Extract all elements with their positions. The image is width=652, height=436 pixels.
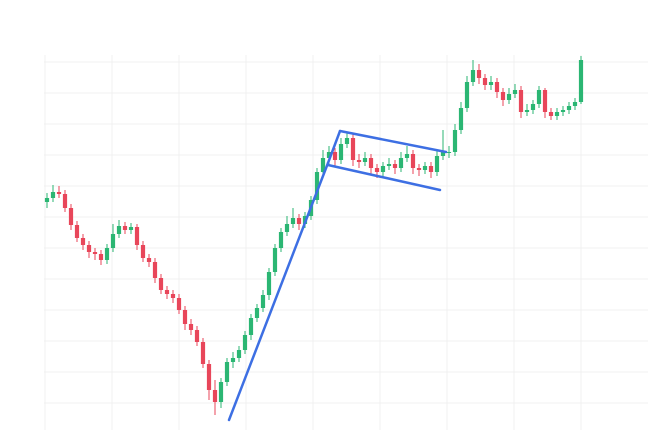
candle-body: [512, 90, 518, 94]
candle-body: [236, 350, 242, 358]
candle-body: [170, 294, 176, 298]
candle-body: [482, 78, 488, 85]
candle-body: [98, 254, 104, 260]
candle-body: [518, 90, 524, 112]
candles: [44, 56, 584, 415]
candle-body: [92, 252, 98, 254]
flag-lower-line: [326, 163, 442, 192]
candle-body: [296, 218, 302, 224]
candle-body: [80, 238, 86, 245]
candle-body: [350, 138, 356, 160]
candle-body: [278, 232, 284, 248]
candle-body: [248, 318, 254, 335]
candle-body: [578, 60, 584, 102]
candle-body: [140, 245, 146, 258]
candle-body: [434, 156, 440, 172]
candle-body: [536, 90, 542, 104]
candle-body: [542, 90, 548, 112]
candle-body: [110, 234, 116, 248]
flag-connector: [326, 129, 342, 165]
candle-body: [470, 70, 476, 82]
candle-body: [104, 248, 110, 260]
candle-body: [428, 166, 434, 172]
candle-body: [206, 364, 212, 390]
candle-body: [164, 290, 170, 294]
candle-body: [332, 152, 338, 160]
candle-body: [392, 164, 398, 168]
candle-body: [50, 192, 56, 198]
candle-body: [74, 225, 80, 238]
candle-body: [368, 158, 374, 168]
candle-body: [398, 158, 404, 168]
candle-body: [200, 342, 206, 364]
candle-body: [344, 138, 350, 144]
candle-body: [134, 227, 140, 245]
candle-body: [560, 110, 566, 112]
candle-body: [122, 226, 128, 230]
candle-body: [416, 168, 422, 170]
candle-body: [182, 310, 188, 324]
candle-body: [554, 112, 560, 116]
candle-body: [500, 92, 506, 100]
candle-body: [128, 227, 134, 230]
candle-body: [188, 324, 194, 330]
candle-body: [524, 110, 530, 112]
candle-body: [230, 358, 236, 362]
candle-body: [314, 172, 320, 200]
candle-body: [380, 166, 386, 172]
candle-body: [572, 102, 578, 106]
candle-body: [506, 94, 512, 100]
candle-body: [404, 154, 410, 158]
candle-body: [362, 158, 368, 162]
candle-body: [338, 144, 344, 160]
candle-body: [464, 82, 470, 108]
candle-body: [116, 226, 122, 234]
candle-body: [290, 218, 296, 224]
candle-body: [530, 104, 536, 110]
candle-body: [410, 154, 416, 168]
candle-body: [176, 298, 182, 310]
candle-body: [158, 278, 164, 290]
candle-body: [446, 152, 452, 153]
candle-body: [86, 245, 92, 252]
candle-body: [224, 362, 230, 382]
candle-body: [62, 194, 68, 208]
grid: [44, 55, 648, 430]
candle-body: [476, 70, 482, 78]
candle-body: [218, 382, 224, 402]
candle-body: [56, 192, 62, 194]
candle-body: [44, 198, 50, 202]
candle-body: [488, 82, 494, 85]
flag-upper-line: [338, 129, 448, 154]
candle-body: [566, 106, 572, 110]
trend-lines: [227, 129, 448, 422]
candle-body: [284, 224, 290, 232]
candle-body: [548, 112, 554, 116]
candle-body: [326, 152, 332, 158]
candle-body: [458, 108, 464, 130]
candle-body: [254, 308, 260, 318]
candle-body: [386, 164, 392, 166]
candle-body: [194, 330, 200, 342]
candle-body: [68, 208, 74, 225]
candle-body: [260, 295, 266, 308]
candle-body: [422, 166, 428, 170]
candle-body: [272, 248, 278, 272]
candle-body: [440, 152, 446, 156]
candle-body: [374, 168, 380, 172]
candle-body: [146, 258, 152, 262]
candle-body: [266, 272, 272, 295]
candle-body: [212, 390, 218, 402]
candle-body: [320, 158, 326, 172]
candle-body: [494, 82, 500, 92]
candle-body: [452, 130, 458, 152]
candle-body: [152, 262, 158, 278]
flagpole-line: [227, 161, 330, 422]
candle-body: [356, 160, 362, 162]
candle-body: [242, 335, 248, 350]
